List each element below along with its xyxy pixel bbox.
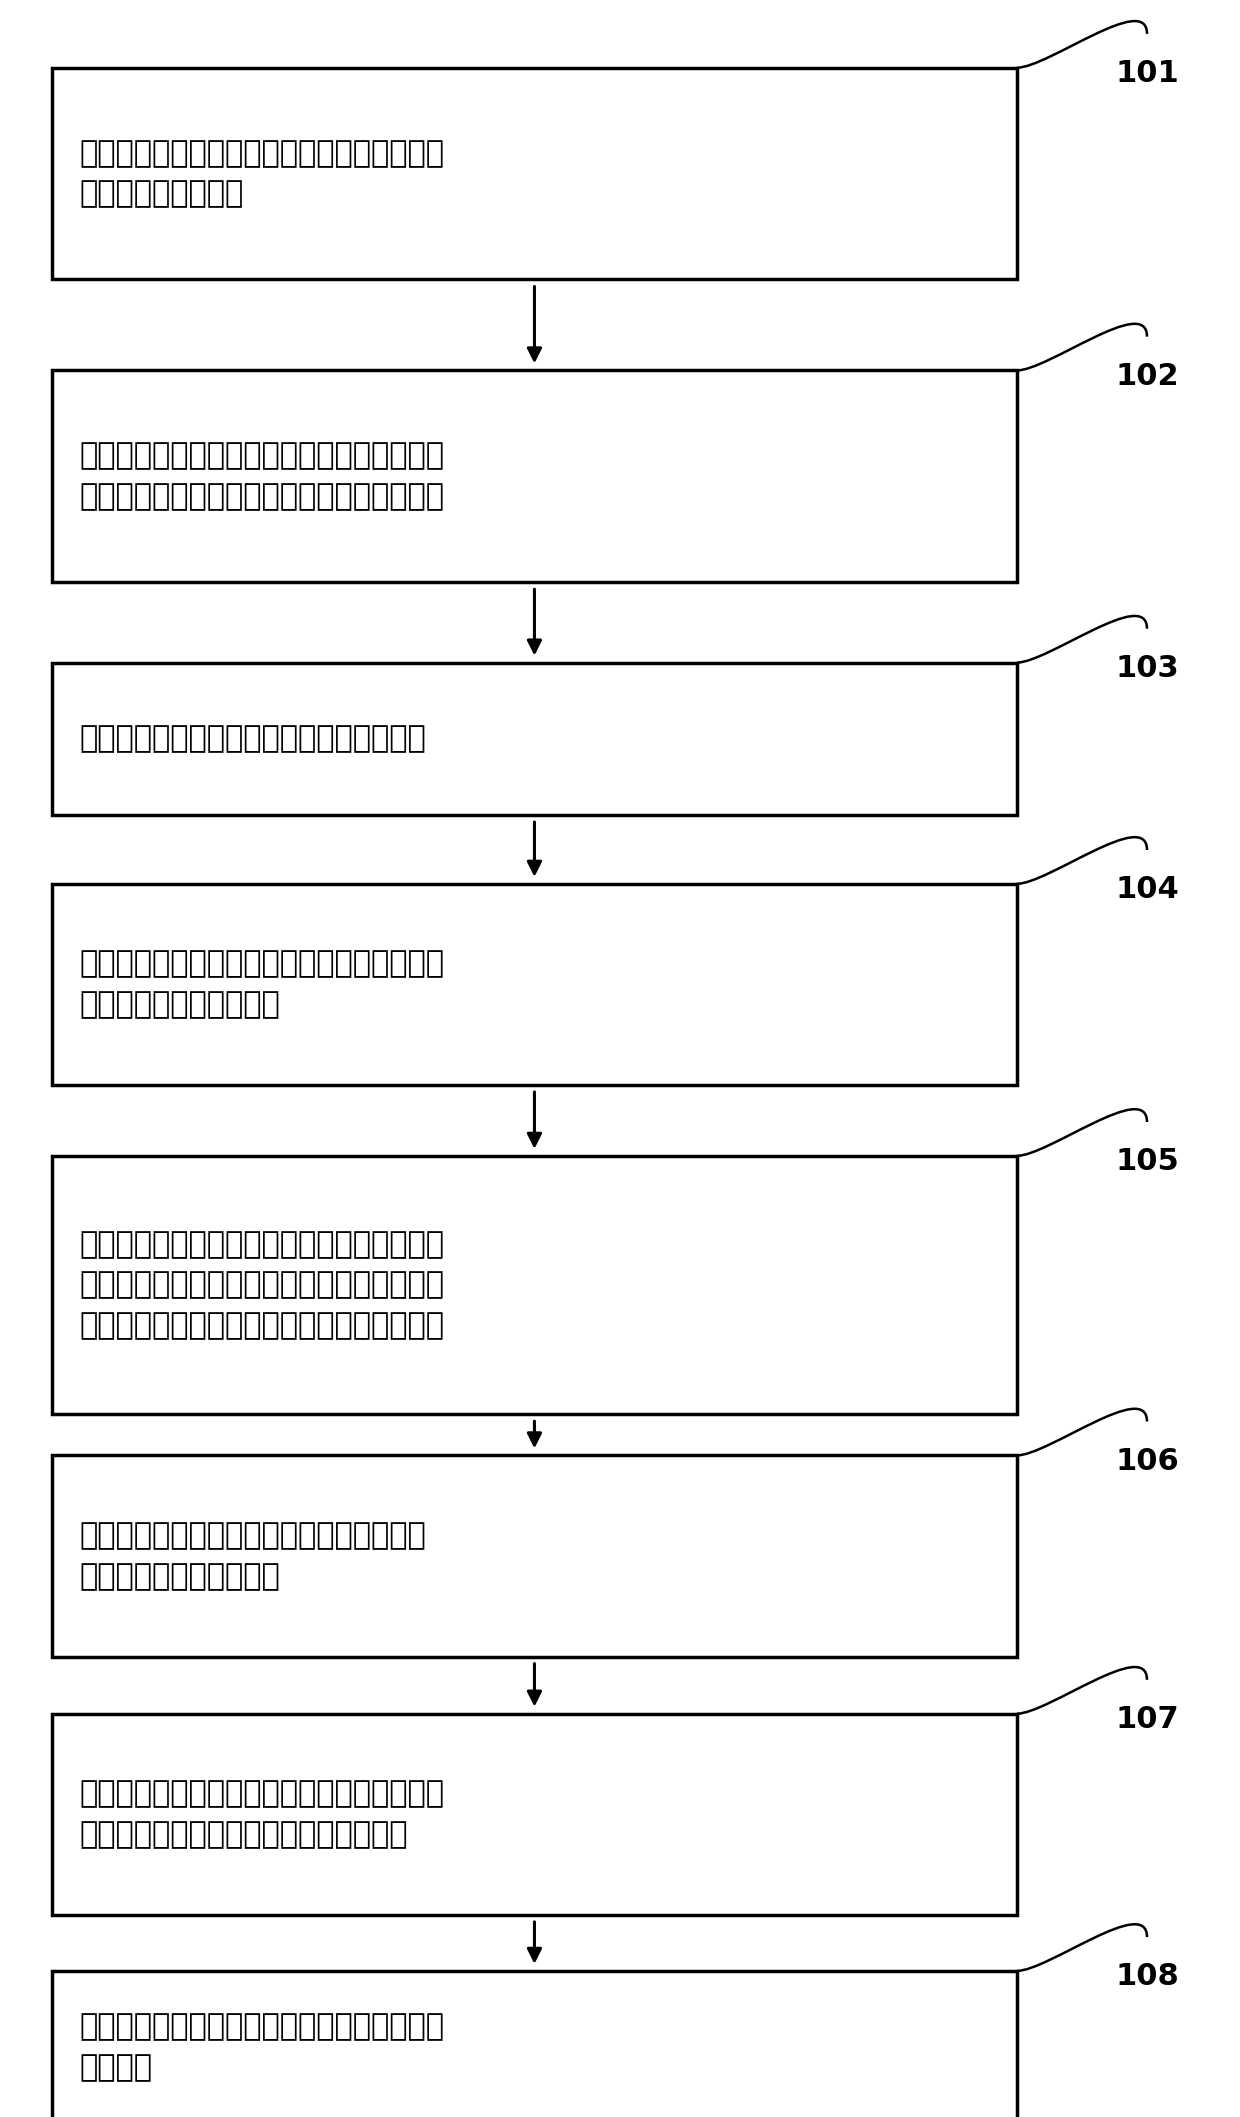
Text: 106: 106 — [1115, 1448, 1179, 1476]
Bar — [52, 1715, 1017, 1914]
Text: 根据各个选择时刻的有效超声检测参数确定
最终有效超声检测参数集: 根据各个选择时刻的有效超声检测参数确定 最终有效超声检测参数集 — [79, 1522, 427, 1590]
Text: 以单调性最大为优化目标，根据所述最终有效
超声检测参数集建立晶粒尺寸软测量模型: 以单调性最大为优化目标，根据所述最终有效 超声检测参数集建立晶粒尺寸软测量模型 — [79, 1780, 444, 1848]
Text: 根据所述区间步长和所述选择时刻，确定所述
选择时刻对应的选择区间: 根据所述区间步长和所述选择时刻，确定所述 选择时刻对应的选择区间 — [79, 951, 444, 1018]
Bar — [52, 663, 1017, 815]
Text: 103: 103 — [1115, 654, 1179, 684]
Text: 采用所述晶粒尺寸软测量模型确定被测合金的
晶粒尺寸: 采用所述晶粒尺寸软测量模型确定被测合金的 晶粒尺寸 — [79, 2013, 444, 2081]
Bar — [52, 1971, 1017, 2117]
Text: 根据所述平均厚度值及所述超声定点扫描信号
确定每个所述实验样本的各个超声检测参数值: 根据所述平均厚度值及所述超声定点扫描信号 确定每个所述实验样本的各个超声检测参数… — [79, 442, 444, 510]
Bar — [52, 883, 1017, 1084]
Text: 102: 102 — [1115, 362, 1179, 392]
Bar — [52, 68, 1017, 279]
Text: 104: 104 — [1115, 876, 1179, 904]
Text: 101: 101 — [1115, 59, 1179, 89]
Bar — [52, 1156, 1017, 1414]
Text: 108: 108 — [1115, 1962, 1179, 1992]
Text: 105: 105 — [1115, 1147, 1179, 1177]
Text: 获取区间步长、最低阈值和当前的选择时刻: 获取区间步长、最低阈值和当前的选择时刻 — [79, 724, 427, 754]
Bar — [52, 370, 1017, 582]
Bar — [52, 1456, 1017, 1655]
Text: 获取各个实验样本的超声定点扫描信号、平均
厚度值、晶粒尺寸值: 获取各个实验样本的超声定点扫描信号、平均 厚度值、晶粒尺寸值 — [79, 140, 444, 207]
Text: 107: 107 — [1115, 1706, 1179, 1734]
Text: 根据最低阈值、所述选择区间、所述各个超声
检测参数值和所述晶粒尺寸值，采用相关性度
量准则确定各个选择时刻的有效超声检测参数: 根据最低阈值、所述选择区间、所述各个超声 检测参数值和所述晶粒尺寸值，采用相关性… — [79, 1230, 444, 1340]
